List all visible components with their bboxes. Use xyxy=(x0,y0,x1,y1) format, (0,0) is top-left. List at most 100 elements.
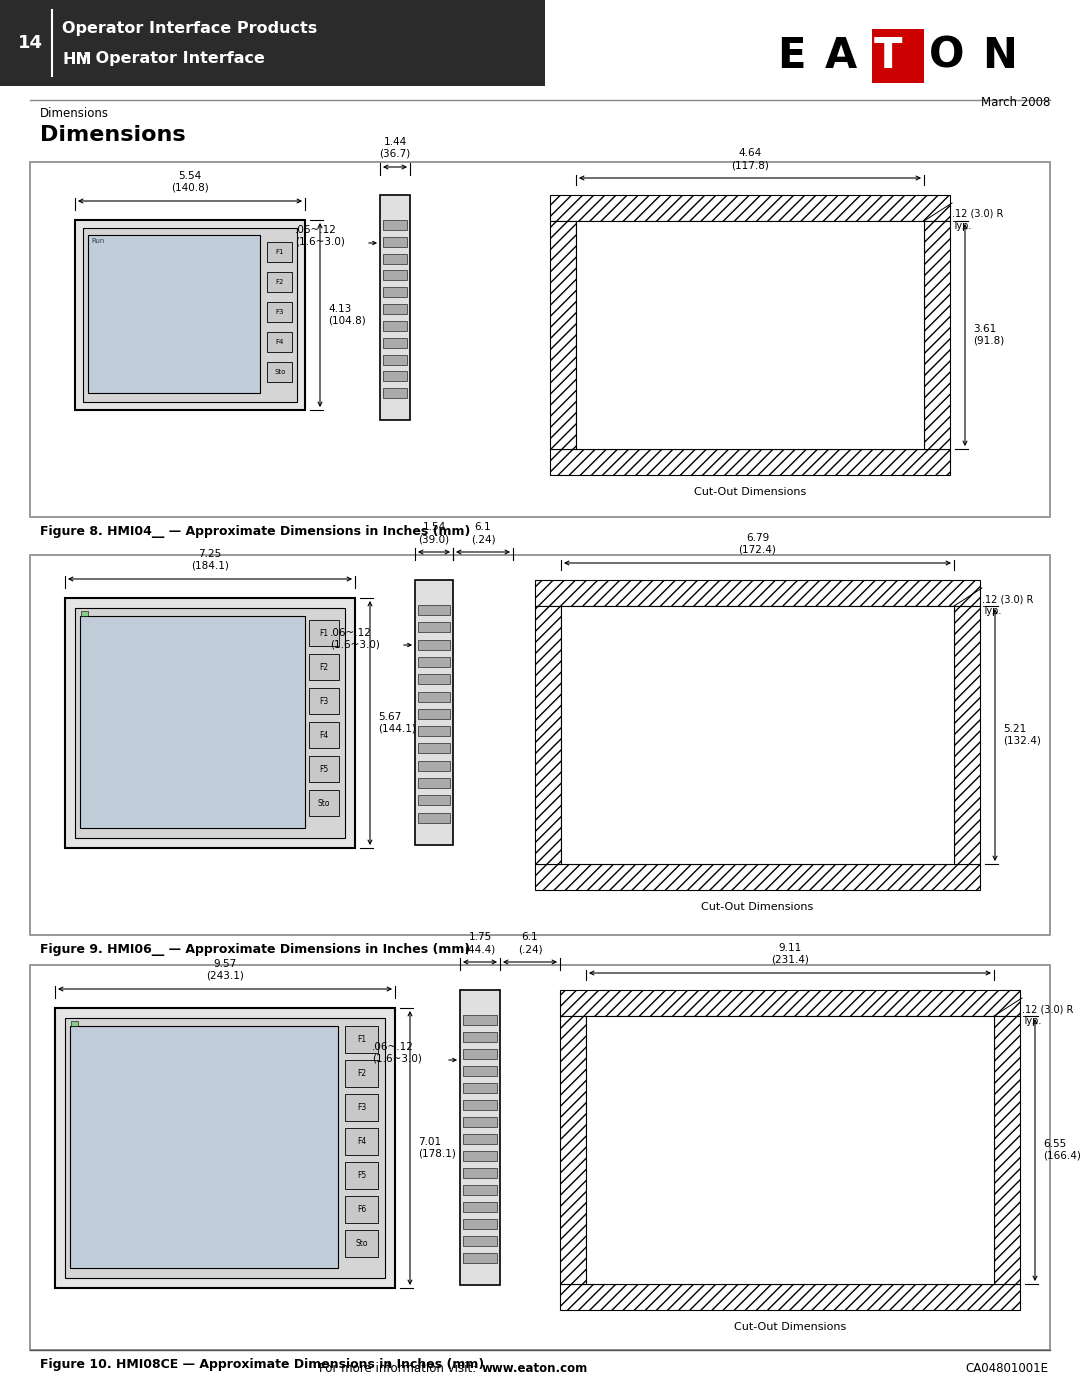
Bar xyxy=(994,1016,1020,1284)
Text: F3: F3 xyxy=(320,697,328,705)
Text: 1.44
(36.7): 1.44 (36.7) xyxy=(379,137,410,159)
Bar xyxy=(267,242,292,263)
Bar xyxy=(309,756,339,782)
Bar xyxy=(535,863,980,890)
Text: .12 (3.0) R
Typ.: .12 (3.0) R Typ. xyxy=(1022,1004,1074,1025)
Bar xyxy=(309,789,339,816)
Bar xyxy=(71,1021,78,1025)
Bar xyxy=(550,221,576,448)
Bar xyxy=(463,1049,497,1059)
Bar xyxy=(418,640,450,650)
Text: F4: F4 xyxy=(320,731,328,739)
Bar xyxy=(418,726,450,736)
Text: 1.54
(39.0): 1.54 (39.0) xyxy=(418,522,449,543)
Bar xyxy=(75,219,305,409)
Bar xyxy=(561,606,954,863)
Bar xyxy=(87,235,260,393)
Text: 6.55
(166.4): 6.55 (166.4) xyxy=(1043,1139,1080,1161)
Text: 14: 14 xyxy=(17,34,42,52)
Bar xyxy=(954,606,980,863)
Text: 1.75
(44.4): 1.75 (44.4) xyxy=(464,932,496,954)
Bar xyxy=(418,657,450,666)
Text: .06~.12
(1.6~3.0): .06~.12 (1.6~3.0) xyxy=(372,1042,422,1063)
Bar xyxy=(345,1127,378,1155)
Text: E: E xyxy=(778,35,806,77)
Bar xyxy=(65,1018,384,1278)
Bar xyxy=(418,622,450,633)
Text: F5: F5 xyxy=(320,764,328,774)
Bar xyxy=(345,1025,378,1053)
Bar xyxy=(309,654,339,680)
Text: CA04801001E: CA04801001E xyxy=(966,1362,1048,1375)
Bar xyxy=(418,675,450,685)
Text: F3: F3 xyxy=(357,1102,366,1112)
Text: F2: F2 xyxy=(275,279,284,285)
Text: 9.11
(231.4): 9.11 (231.4) xyxy=(771,943,809,965)
Bar xyxy=(463,1151,497,1161)
Bar xyxy=(383,372,407,381)
Bar xyxy=(415,580,453,845)
Text: 5.67
(144.1): 5.67 (144.1) xyxy=(378,712,416,733)
Text: Figure 8. HMI04__ — Approximate Dimensions in Inches (mm): Figure 8. HMI04__ — Approximate Dimensio… xyxy=(40,525,471,538)
Bar xyxy=(30,965,1050,1350)
Bar xyxy=(383,338,407,348)
Text: .06~.12
(1.6~3.0): .06~.12 (1.6~3.0) xyxy=(330,629,380,650)
Text: F4: F4 xyxy=(275,339,284,345)
Bar xyxy=(65,598,355,848)
Text: 4.64
(117.8): 4.64 (117.8) xyxy=(731,148,769,170)
Text: F4: F4 xyxy=(357,1137,366,1146)
Bar xyxy=(463,1083,497,1092)
Bar xyxy=(267,302,292,321)
Text: HM: HM xyxy=(62,52,92,67)
Bar xyxy=(80,616,305,828)
Text: A: A xyxy=(825,35,856,77)
Bar xyxy=(81,610,87,616)
Text: Sto: Sto xyxy=(274,369,286,374)
Bar xyxy=(924,221,950,448)
Bar xyxy=(535,580,980,606)
Text: N: N xyxy=(983,35,1017,77)
Text: Run: Run xyxy=(91,237,105,244)
Text: 9.57
(243.1): 9.57 (243.1) xyxy=(206,960,244,981)
Text: 5.21
(132.4): 5.21 (132.4) xyxy=(1003,724,1041,746)
Text: F3: F3 xyxy=(275,309,284,314)
Text: www.eaton.com: www.eaton.com xyxy=(482,1362,589,1375)
Text: 7.25
(184.1): 7.25 (184.1) xyxy=(191,549,229,571)
Text: F1: F1 xyxy=(275,249,284,256)
Text: Sto: Sto xyxy=(355,1239,368,1248)
Bar xyxy=(383,237,407,247)
Bar xyxy=(30,555,1050,935)
Bar xyxy=(309,620,339,645)
Bar xyxy=(309,722,339,747)
Bar xyxy=(463,1185,497,1194)
Bar xyxy=(576,221,924,448)
Bar xyxy=(383,355,407,365)
Bar xyxy=(380,196,410,420)
Bar xyxy=(345,1162,378,1189)
Text: Figure 10. HMI08CE — Approximate Dimensions in Inches (mm): Figure 10. HMI08CE — Approximate Dimensi… xyxy=(40,1358,484,1370)
Bar xyxy=(418,692,450,701)
Bar xyxy=(345,1229,378,1257)
Bar xyxy=(586,1016,994,1284)
Bar xyxy=(463,1016,497,1025)
Text: T: T xyxy=(874,35,903,77)
Bar xyxy=(463,1134,497,1144)
Bar xyxy=(267,272,292,292)
Text: Operator Interface Products: Operator Interface Products xyxy=(62,21,318,35)
Bar xyxy=(55,1009,395,1288)
Text: F2: F2 xyxy=(320,662,328,672)
Text: Dimensions: Dimensions xyxy=(40,124,186,145)
Text: Dimensions: Dimensions xyxy=(40,108,109,120)
Bar xyxy=(463,1201,497,1213)
Bar xyxy=(463,1099,497,1111)
Text: F1: F1 xyxy=(320,629,328,637)
Text: 4.13
(104.8): 4.13 (104.8) xyxy=(328,305,366,326)
Text: O: O xyxy=(929,35,964,77)
Bar xyxy=(418,708,450,719)
Text: F5: F5 xyxy=(357,1171,366,1179)
Text: 7.01
(178.1): 7.01 (178.1) xyxy=(418,1137,456,1158)
Text: i: i xyxy=(82,52,87,67)
Text: .06~.12
(1.6~3.0): .06~.12 (1.6~3.0) xyxy=(295,225,345,247)
Bar xyxy=(463,1168,497,1178)
Text: F2: F2 xyxy=(357,1069,366,1077)
